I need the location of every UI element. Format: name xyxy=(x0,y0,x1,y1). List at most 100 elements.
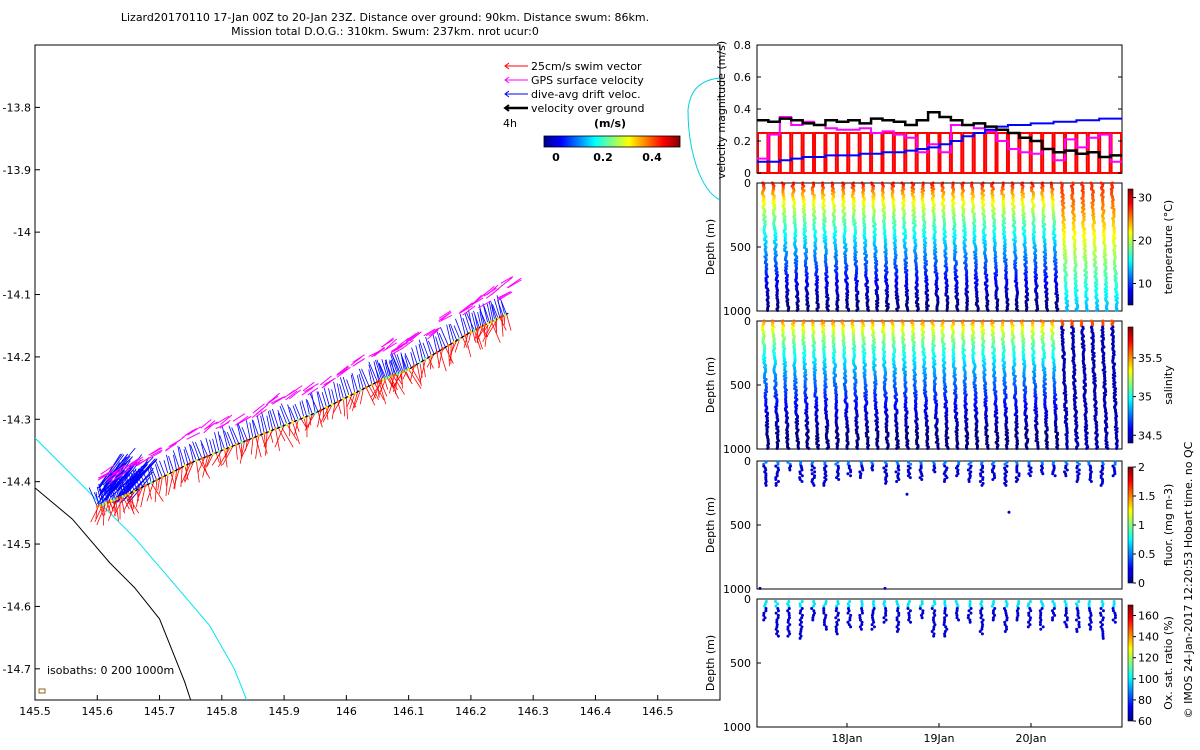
section-point xyxy=(847,308,851,312)
gps-vector xyxy=(186,432,201,440)
track-speed-point xyxy=(469,330,473,334)
drift-vector xyxy=(368,361,378,383)
track-speed-point xyxy=(407,367,411,371)
swim-vector xyxy=(122,491,135,513)
section-point xyxy=(1035,308,1039,312)
swim-vector xyxy=(388,377,399,399)
swim-speed-bar xyxy=(791,132,803,174)
gps-vector xyxy=(500,276,514,284)
section-points xyxy=(760,181,1119,312)
section-point xyxy=(895,446,899,450)
gps-vector xyxy=(130,458,144,467)
swim-vector xyxy=(154,479,158,503)
gps-vector xyxy=(507,279,522,289)
swim-vector xyxy=(349,393,356,410)
drift-vector xyxy=(378,363,385,380)
swim-vector xyxy=(128,494,134,514)
track-speed-point xyxy=(274,427,277,431)
track-speed-point xyxy=(240,441,244,444)
track-speed-point xyxy=(104,501,108,505)
gps-vector xyxy=(267,392,280,404)
drift-vector xyxy=(249,422,254,439)
drift-vector xyxy=(237,422,245,442)
swim-vector xyxy=(294,419,299,436)
swim-vector xyxy=(146,481,155,502)
legend-ground-label: velocity over ground xyxy=(531,102,644,115)
track-speed-point xyxy=(493,318,497,322)
drift-vector xyxy=(155,460,163,478)
swim-vector xyxy=(392,371,404,388)
section-point xyxy=(876,446,880,450)
track-speed-point xyxy=(347,394,351,398)
section-point xyxy=(906,308,910,312)
swim-vector xyxy=(351,391,359,412)
track-speed-point xyxy=(189,461,193,465)
gps-vector xyxy=(255,409,267,418)
legend-swim-label: 25cm/s swim vector xyxy=(531,60,642,73)
drift-vector xyxy=(173,454,177,471)
velocity-y-tick-label: 0.4 xyxy=(734,103,752,116)
drift-vector xyxy=(287,404,293,423)
swim-vector xyxy=(250,437,254,455)
section-point xyxy=(986,308,990,312)
section-point xyxy=(836,308,840,312)
gps-vector xyxy=(501,277,513,287)
section-point xyxy=(816,446,820,450)
track-speed-point xyxy=(308,413,311,417)
drift-vector xyxy=(190,444,197,461)
map-x-tick-label: 146.1 xyxy=(393,705,425,718)
drift-vector xyxy=(301,400,308,417)
velocity-y-tick-label: 0.6 xyxy=(734,71,752,84)
drift-vector xyxy=(331,389,336,404)
swim-vector xyxy=(332,400,342,414)
drift-vector xyxy=(350,374,356,394)
section-point xyxy=(775,446,779,450)
gps-vector xyxy=(458,305,473,315)
map-y-tick-label: -14.5 xyxy=(3,538,31,551)
track-speed-point xyxy=(285,422,289,426)
swim-vector xyxy=(90,505,100,523)
drift-vector xyxy=(450,324,458,341)
swim-vector xyxy=(346,394,353,408)
drift-vector xyxy=(499,297,507,315)
track-speed-point xyxy=(149,481,153,485)
section-point xyxy=(855,308,859,312)
gps-vector-group xyxy=(97,276,522,484)
track-speed-point xyxy=(110,499,113,503)
swim-vector xyxy=(416,364,422,386)
drift-vector xyxy=(389,359,397,375)
swim-vector xyxy=(378,378,387,397)
drift-vector xyxy=(446,324,452,344)
colorbar-label: temperature (°C) xyxy=(1162,200,1175,294)
swim-vector xyxy=(422,360,426,378)
track-speed-point xyxy=(200,457,204,460)
drift-vector xyxy=(384,359,393,377)
swim-vector xyxy=(371,384,379,401)
track-speed-point xyxy=(486,322,490,325)
drift-vector xyxy=(448,324,455,343)
swim-vector xyxy=(235,444,238,460)
section-point xyxy=(1005,308,1009,312)
swim-vector xyxy=(463,333,469,349)
map-y-tick-label: -14.6 xyxy=(3,600,31,613)
gps-vector xyxy=(478,301,490,309)
section-point xyxy=(902,232,906,236)
drift-vector xyxy=(418,339,426,360)
section-point xyxy=(885,308,889,312)
section-point xyxy=(825,446,829,450)
drift-vector xyxy=(252,420,259,436)
legend-ground-arrowhead xyxy=(503,104,510,112)
track-speed-point xyxy=(325,405,328,409)
swim-vector xyxy=(170,472,175,486)
gps-vector xyxy=(148,447,161,456)
track-speed-point xyxy=(336,400,340,404)
speed-colorbar xyxy=(543,135,681,148)
gps-vector xyxy=(112,465,126,474)
section-point xyxy=(1016,308,1020,312)
gps-vector xyxy=(288,385,303,396)
track-speed-point xyxy=(206,454,210,458)
track-speed-point xyxy=(496,316,500,320)
swim-vector xyxy=(278,427,286,442)
drift-vector xyxy=(459,313,466,336)
